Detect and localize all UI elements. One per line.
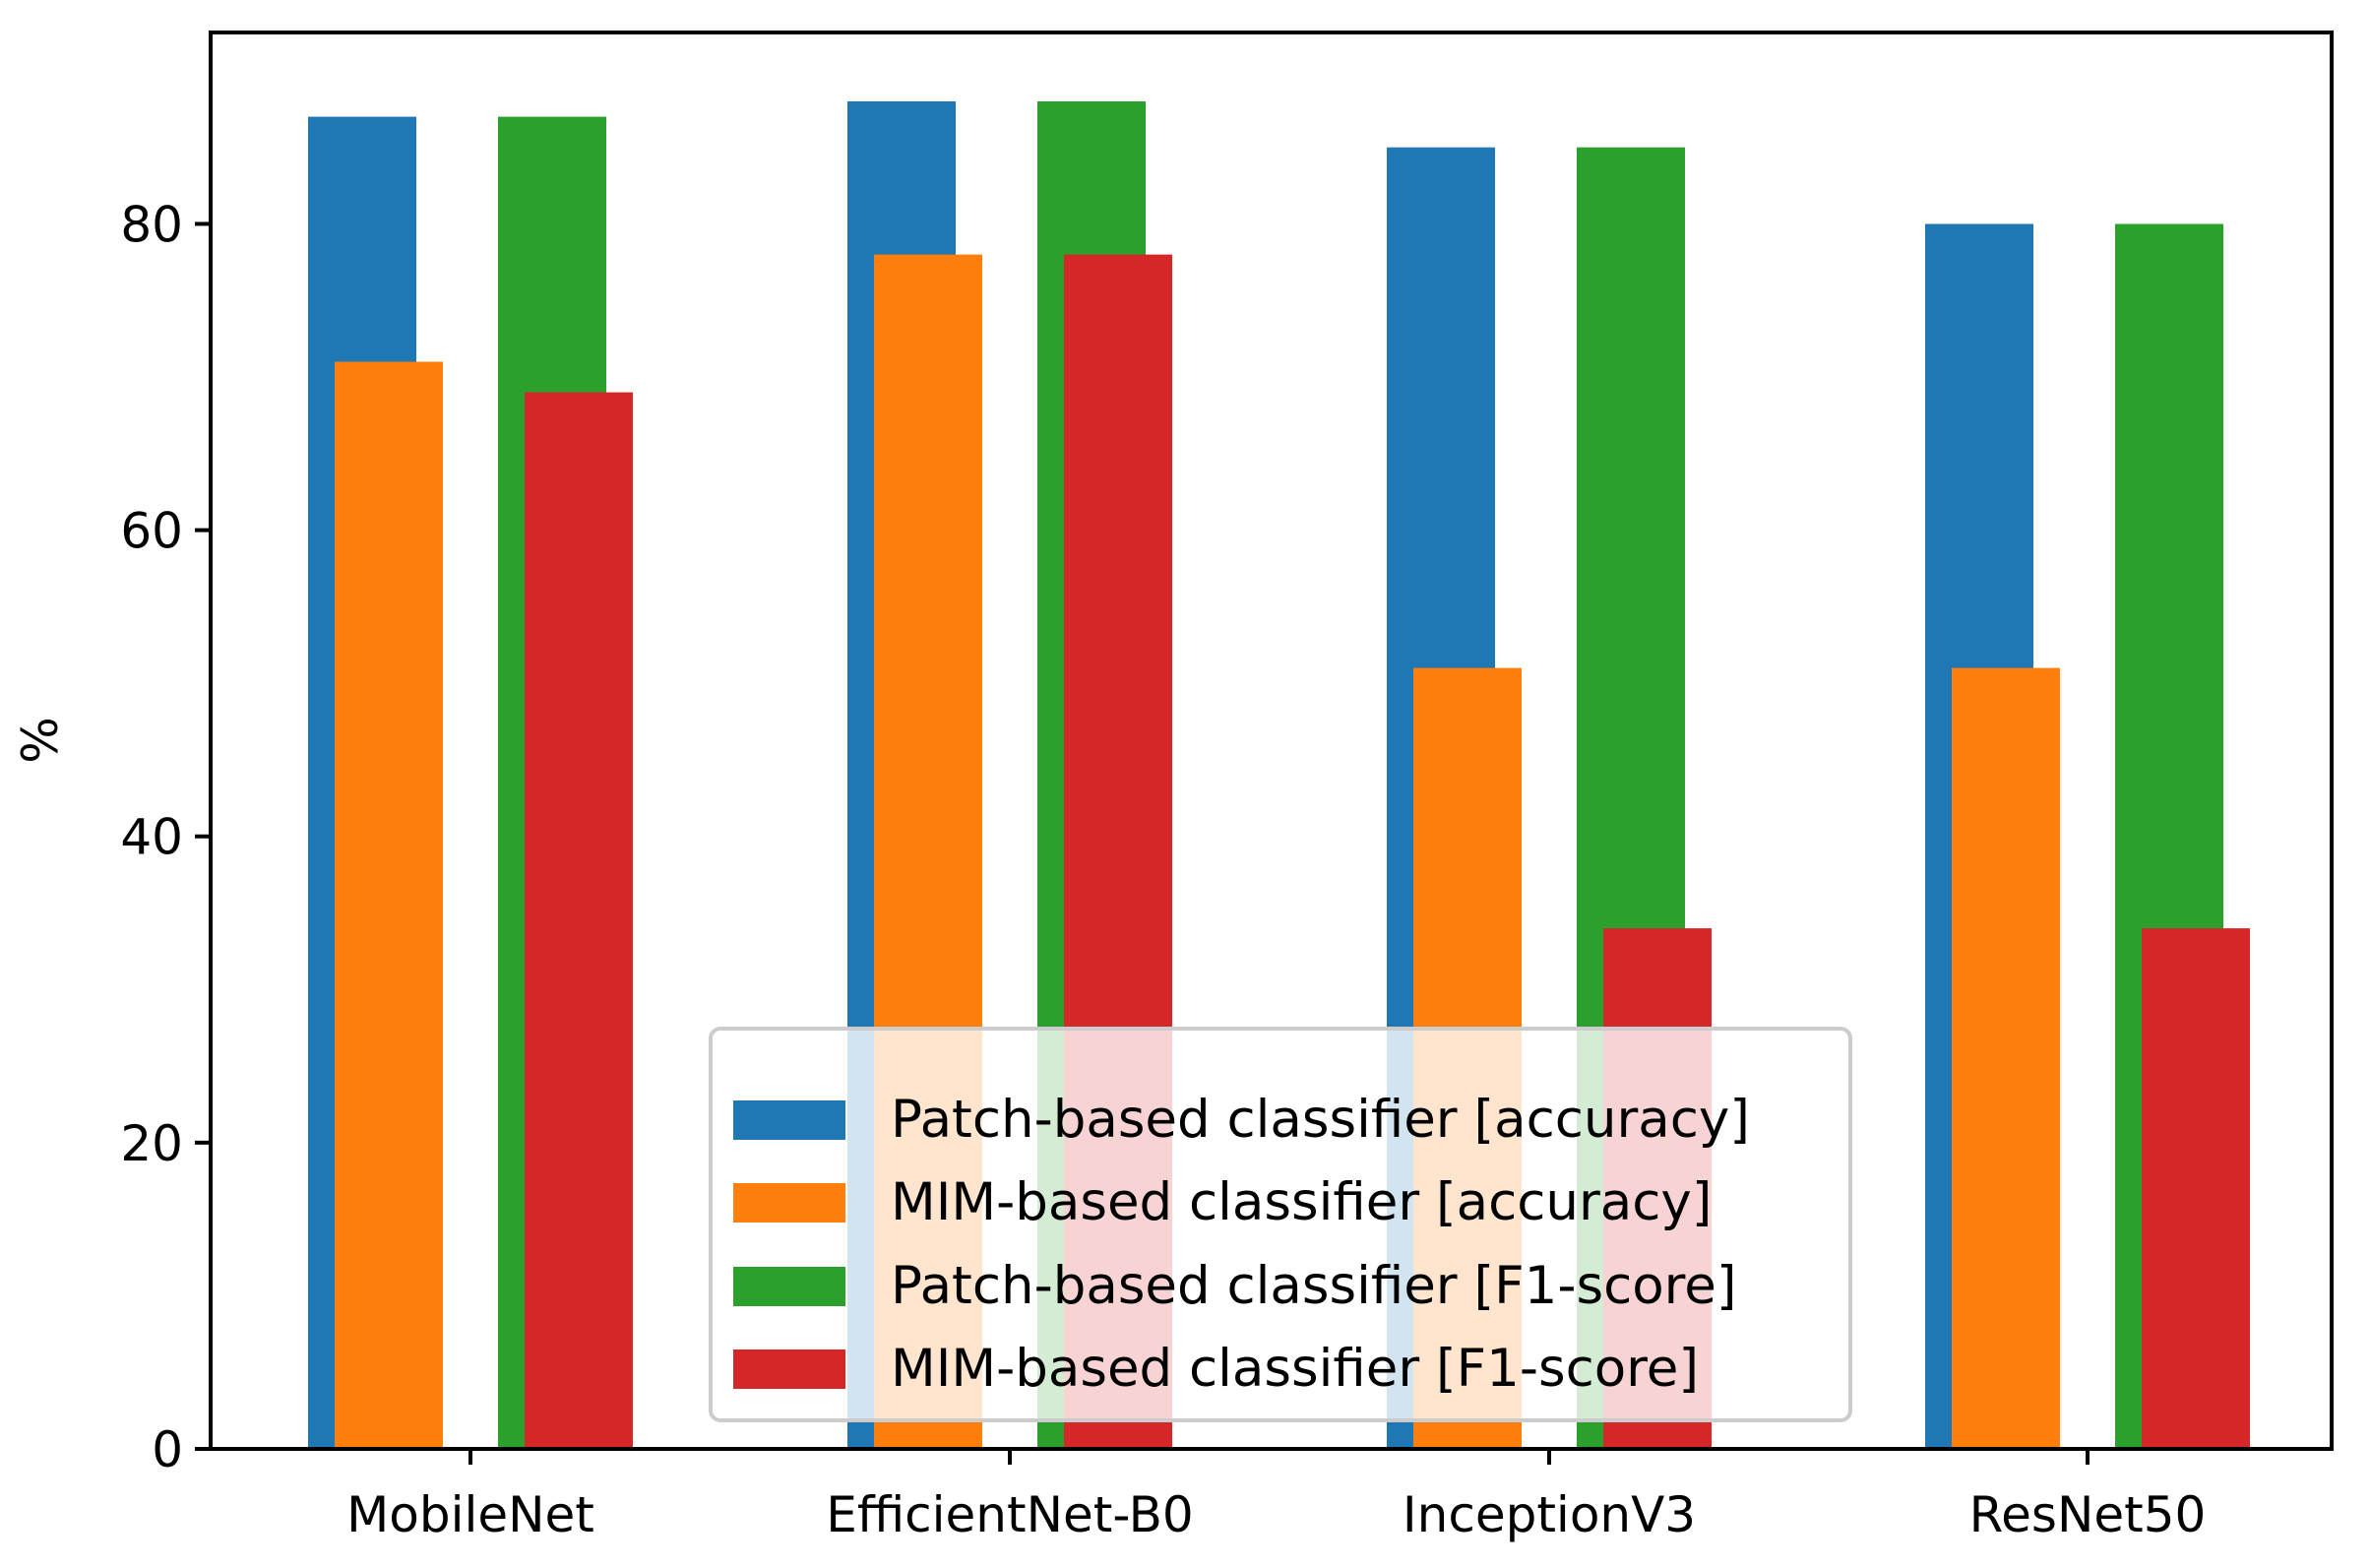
y-axis: 0 20 40 60 80	[120, 196, 211, 1478]
legend: Patch-based classifier [accuracy] MIM-bas…	[709, 1027, 1852, 1422]
x-tick-label: InceptionV3	[1403, 1486, 1696, 1543]
y-tick-label: 40	[120, 809, 183, 866]
bar-mobilenet-series-2	[335, 361, 443, 1449]
legend-swatch-2	[733, 1183, 845, 1223]
legend-swatch-1	[733, 1100, 845, 1140]
legend-label-3: Patch-based classifier [F1-score]	[891, 1256, 1737, 1316]
bar-mobilenet-series-4	[525, 392, 633, 1450]
y-tick-label: 60	[120, 503, 183, 560]
y-axis-label: %	[12, 717, 69, 764]
legend-label-4: MIM-based classifier [F1-score]	[891, 1339, 1699, 1399]
y-tick-label: 20	[120, 1115, 183, 1172]
x-tick-label: ResNet50	[1969, 1486, 2207, 1543]
y-tick-label: 0	[152, 1421, 183, 1478]
y-tick-label: 80	[120, 196, 183, 253]
x-tick-label: EfficientNet-B0	[826, 1486, 1194, 1543]
x-axis: MobileNet EfficientNet-B0 InceptionV3 ResNe…	[346, 1449, 2206, 1543]
legend-swatch-3	[733, 1267, 845, 1306]
bar-resnet50-series-4	[2142, 928, 2250, 1449]
plot-frame	[209, 31, 2334, 1451]
x-tick-label: MobileNet	[346, 1486, 594, 1543]
legend-swatch-4	[733, 1349, 845, 1389]
bar-resnet50-series-2	[1952, 667, 2060, 1449]
legend-label-2: MIM-based classifier [accuracy]	[891, 1172, 1712, 1232]
legend-box	[709, 1027, 1852, 1422]
legend-label-1: Patch-based classifier [accuracy]	[891, 1090, 1750, 1150]
